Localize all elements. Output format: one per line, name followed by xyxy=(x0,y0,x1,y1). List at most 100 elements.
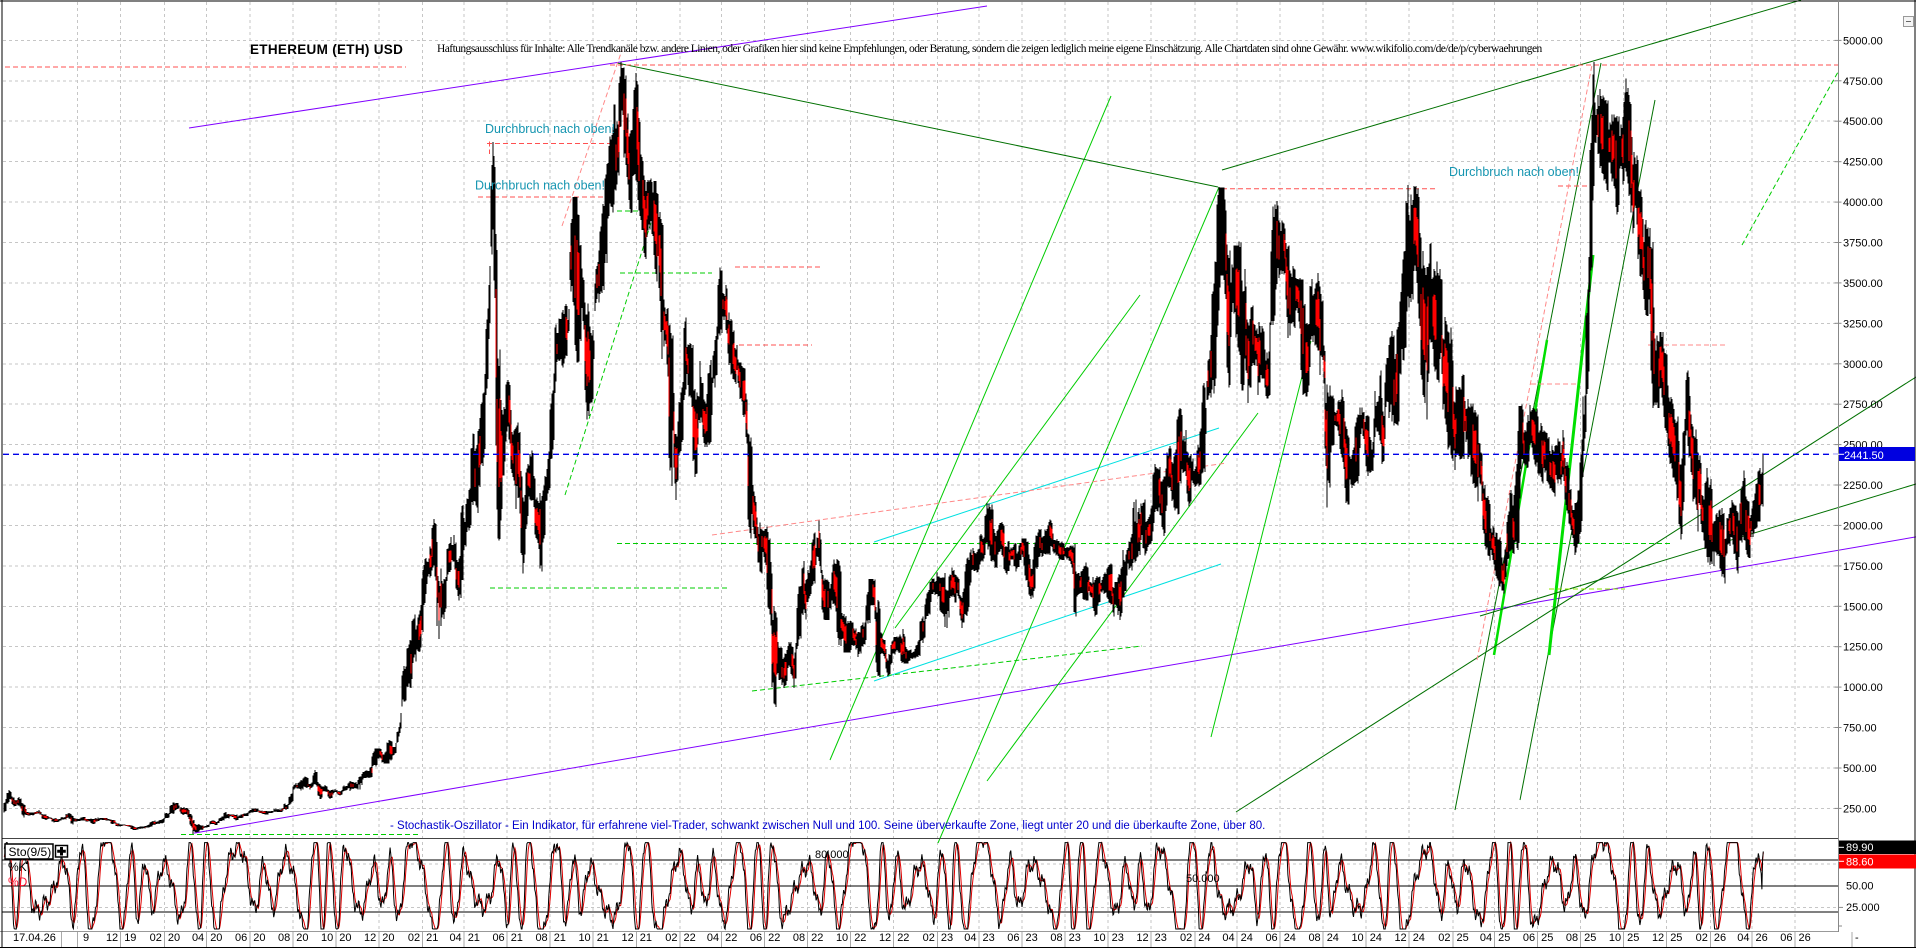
svg-text:23: 23 xyxy=(983,932,995,944)
svg-text:24: 24 xyxy=(1284,932,1296,944)
svg-text:5000.00: 5000.00 xyxy=(1843,35,1883,47)
svg-text:3000.00: 3000.00 xyxy=(1843,359,1883,371)
svg-text:21: 21 xyxy=(426,932,438,944)
svg-text:80.000: 80.000 xyxy=(815,849,849,861)
svg-text:21: 21 xyxy=(468,932,480,944)
svg-text:06: 06 xyxy=(235,932,247,944)
svg-text:23: 23 xyxy=(1026,932,1038,944)
svg-text:02: 02 xyxy=(150,932,162,944)
svg-text:24: 24 xyxy=(1327,932,1339,944)
svg-text:04: 04 xyxy=(1737,932,1749,944)
svg-text:2750.00: 2750.00 xyxy=(1843,399,1883,411)
svg-text:- Stochastik-Oszillator - Ein: - Stochastik-Oszillator - Ein Indikator,… xyxy=(390,820,1265,832)
svg-text:10: 10 xyxy=(1609,932,1621,944)
svg-text:26: 26 xyxy=(1714,932,1726,944)
svg-text:4000.00: 4000.00 xyxy=(1843,197,1883,209)
svg-text:08: 08 xyxy=(278,932,290,944)
svg-text:06: 06 xyxy=(750,932,762,944)
svg-text:20: 20 xyxy=(253,932,265,944)
svg-text:Sto(9/5): Sto(9/5) xyxy=(9,845,52,859)
svg-text:25: 25 xyxy=(1457,932,1469,944)
svg-text:Durchbruch nach oben!: Durchbruch nach oben! xyxy=(475,179,605,193)
svg-text:24: 24 xyxy=(1413,932,1425,944)
svg-text:22: 22 xyxy=(768,932,780,944)
svg-text:88.60: 88.60 xyxy=(1846,856,1874,868)
svg-text:500.00: 500.00 xyxy=(1843,763,1877,775)
svg-text:10: 10 xyxy=(1093,932,1105,944)
svg-text:1000.00: 1000.00 xyxy=(1843,682,1883,694)
svg-text:02: 02 xyxy=(1180,932,1192,944)
svg-text:12: 12 xyxy=(364,932,376,944)
svg-text:04: 04 xyxy=(449,932,461,944)
svg-text:12: 12 xyxy=(622,932,634,944)
svg-text:%K: %K xyxy=(8,860,27,874)
svg-text:08: 08 xyxy=(1566,932,1578,944)
svg-text:23: 23 xyxy=(1112,932,1124,944)
svg-text:08: 08 xyxy=(793,932,805,944)
svg-text:04: 04 xyxy=(707,932,719,944)
svg-text:22: 22 xyxy=(725,932,737,944)
svg-text:21: 21 xyxy=(640,932,652,944)
svg-text:-: - xyxy=(1855,932,1859,944)
svg-text:23: 23 xyxy=(1069,932,1081,944)
svg-text:1500.00: 1500.00 xyxy=(1843,601,1883,613)
svg-text:25: 25 xyxy=(1627,932,1639,944)
svg-text:12: 12 xyxy=(1652,932,1664,944)
svg-text:89.90: 89.90 xyxy=(1846,842,1874,854)
svg-text:%D: %D xyxy=(8,875,28,889)
svg-text:21: 21 xyxy=(511,932,523,944)
svg-text:4750.00: 4750.00 xyxy=(1843,76,1883,88)
svg-text:21: 21 xyxy=(554,932,566,944)
svg-text:25: 25 xyxy=(1541,932,1553,944)
svg-text:10: 10 xyxy=(1351,932,1363,944)
svg-text:12: 12 xyxy=(1136,932,1148,944)
svg-text:250.00: 250.00 xyxy=(1843,803,1877,815)
svg-text:10: 10 xyxy=(836,932,848,944)
svg-text:02: 02 xyxy=(408,932,420,944)
svg-text:4250.00: 4250.00 xyxy=(1843,157,1883,169)
svg-text:22: 22 xyxy=(854,932,866,944)
svg-text:25: 25 xyxy=(1498,932,1510,944)
svg-text:06: 06 xyxy=(1523,932,1535,944)
svg-text:19: 19 xyxy=(124,932,136,944)
svg-text:4500.00: 4500.00 xyxy=(1843,116,1883,128)
svg-text:23: 23 xyxy=(941,932,953,944)
svg-text:12: 12 xyxy=(1394,932,1406,944)
svg-text:20: 20 xyxy=(210,932,222,944)
svg-text:21: 21 xyxy=(597,932,609,944)
svg-text:17.04.26: 17.04.26 xyxy=(13,932,56,944)
svg-text:02: 02 xyxy=(923,932,935,944)
svg-text:02: 02 xyxy=(1438,932,1450,944)
svg-text:10: 10 xyxy=(321,932,333,944)
svg-text:3750.00: 3750.00 xyxy=(1843,238,1883,250)
svg-text:26: 26 xyxy=(1799,932,1811,944)
svg-text:22: 22 xyxy=(811,932,823,944)
svg-text:Durchbruch nach oben!: Durchbruch nach oben! xyxy=(485,122,615,136)
svg-text:06: 06 xyxy=(1007,932,1019,944)
svg-text:25: 25 xyxy=(1584,932,1596,944)
svg-text:ETHEREUM (ETH) USD: ETHEREUM (ETH) USD xyxy=(250,42,403,57)
svg-text:12: 12 xyxy=(106,932,118,944)
svg-text:04: 04 xyxy=(964,932,976,944)
svg-text:20: 20 xyxy=(296,932,308,944)
svg-text:9: 9 xyxy=(83,932,89,944)
svg-text:08: 08 xyxy=(1308,932,1320,944)
svg-text:3500.00: 3500.00 xyxy=(1843,278,1883,290)
svg-text:Haftungsausschluss für Inhalte: Haftungsausschluss für Inhalte: Alle Tre… xyxy=(437,43,1543,55)
svg-text:25.000: 25.000 xyxy=(1846,902,1880,914)
svg-text:2000.00: 2000.00 xyxy=(1843,520,1883,532)
svg-text:04: 04 xyxy=(1480,932,1492,944)
svg-text:20: 20 xyxy=(168,932,180,944)
svg-text:Durchbruch nach oben!: Durchbruch nach oben! xyxy=(1449,165,1579,179)
svg-text:02: 02 xyxy=(665,932,677,944)
svg-text:1250.00: 1250.00 xyxy=(1843,642,1883,654)
svg-text:02: 02 xyxy=(1696,932,1708,944)
svg-text:22: 22 xyxy=(684,932,696,944)
svg-text:06: 06 xyxy=(492,932,504,944)
svg-text:24: 24 xyxy=(1370,932,1382,944)
svg-text:750.00: 750.00 xyxy=(1843,723,1877,735)
svg-text:12: 12 xyxy=(879,932,891,944)
svg-text:06: 06 xyxy=(1265,932,1277,944)
svg-text:24: 24 xyxy=(1198,932,1210,944)
svg-text:20: 20 xyxy=(339,932,351,944)
